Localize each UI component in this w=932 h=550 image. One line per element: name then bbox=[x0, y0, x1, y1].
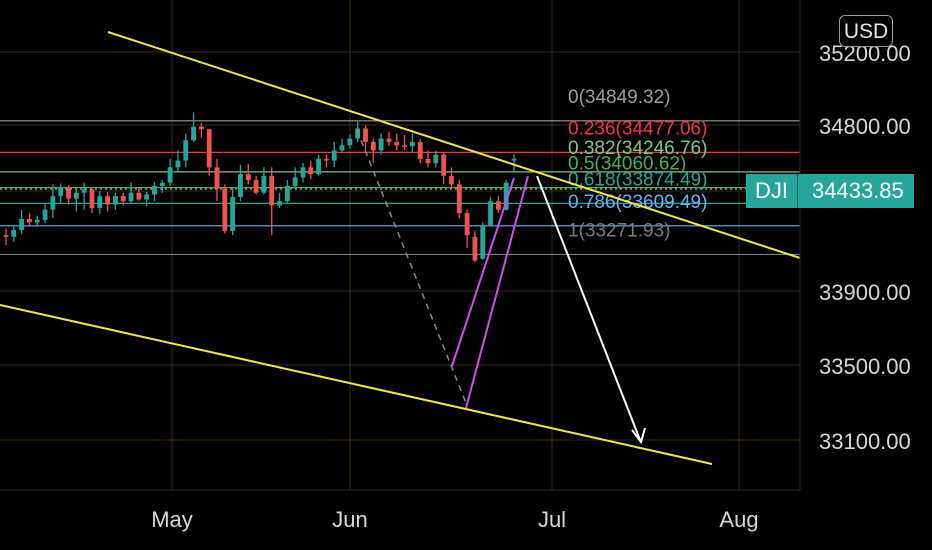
candle-body bbox=[152, 185, 157, 195]
x-tick-label: Jun bbox=[332, 507, 367, 532]
candlestick-series bbox=[3, 112, 517, 263]
candle-body bbox=[370, 141, 376, 151]
x-tick-label: Aug bbox=[719, 507, 758, 532]
candle-body bbox=[347, 138, 353, 146]
candle-body bbox=[284, 185, 290, 202]
candle-body bbox=[105, 196, 111, 205]
candle-body bbox=[120, 196, 126, 202]
candle-body bbox=[175, 160, 181, 168]
candle-body bbox=[495, 201, 501, 210]
fib-anchor-dashed-line[interactable] bbox=[356, 129, 467, 404]
candle-body bbox=[292, 177, 298, 186]
candle-body bbox=[222, 188, 228, 231]
candle-body bbox=[34, 219, 40, 223]
candle-body bbox=[112, 196, 118, 205]
candle-body bbox=[253, 180, 259, 193]
candle-body bbox=[409, 141, 415, 147]
fib-level-label: 0.382(34246.76) bbox=[568, 138, 707, 159]
candle-body bbox=[339, 145, 345, 151]
candle-body bbox=[19, 219, 25, 231]
x-tick-label: May bbox=[151, 507, 193, 532]
candle-body bbox=[214, 167, 220, 189]
lower-channel-line[interactable] bbox=[0, 304, 713, 465]
y-tick-label: 33100.00 bbox=[819, 429, 911, 454]
candle-body bbox=[206, 129, 212, 168]
candle-body bbox=[472, 236, 478, 261]
candle-body bbox=[191, 126, 196, 141]
candle-body bbox=[425, 158, 431, 164]
time-axis[interactable]: May Jun Jul Aug bbox=[151, 507, 758, 532]
projection-arrow[interactable] bbox=[536, 175, 641, 441]
candle-body bbox=[3, 235, 9, 237]
candle-body bbox=[363, 128, 368, 142]
candle-body bbox=[441, 154, 447, 176]
trend-drawings[interactable] bbox=[0, 31, 801, 465]
candle-body bbox=[144, 194, 150, 200]
candle-body bbox=[449, 175, 454, 185]
symbol-label: DJI bbox=[746, 174, 798, 208]
candle-body bbox=[488, 201, 493, 225]
candle-body bbox=[378, 138, 384, 151]
candle-body bbox=[511, 158, 517, 161]
fib-level-label: 0.618(33874.49) bbox=[568, 169, 707, 190]
candle-body bbox=[198, 126, 204, 130]
candle-body bbox=[73, 192, 79, 199]
last-price-badge: DJI 34433.85 bbox=[746, 174, 914, 208]
fib-level-label: 0.236(34477.06) bbox=[568, 118, 707, 139]
candle-body bbox=[402, 145, 408, 147]
candle-body bbox=[27, 219, 32, 223]
y-tick-label: 34800.00 bbox=[819, 114, 911, 139]
fib-level-label: 0.786(33609.49) bbox=[568, 192, 707, 213]
upper-channel-line[interactable] bbox=[107, 31, 801, 259]
y-tick-label: 33900.00 bbox=[819, 280, 911, 305]
candle-body bbox=[261, 175, 267, 193]
candle-body bbox=[136, 192, 142, 200]
candle-body bbox=[308, 167, 314, 175]
fib-level-label: 0(34849.32) bbox=[568, 87, 670, 108]
candle-body bbox=[245, 174, 251, 181]
currency-button[interactable]: USD bbox=[839, 15, 893, 47]
candle-body bbox=[97, 196, 103, 209]
projection-arrowhead bbox=[631, 427, 646, 445]
candle-body bbox=[183, 140, 189, 161]
candle-body bbox=[433, 154, 439, 164]
candle-body bbox=[300, 167, 306, 178]
candle-body bbox=[42, 209, 48, 220]
candle-body bbox=[159, 182, 165, 186]
candle-body bbox=[503, 182, 509, 210]
candle-body bbox=[386, 138, 392, 142]
candle-body bbox=[331, 150, 337, 161]
candle-body bbox=[89, 189, 95, 209]
fib-level-label: 0.5(34060.62) bbox=[568, 154, 686, 175]
flag-channel-left[interactable] bbox=[451, 177, 515, 367]
last-price-label: 34433.85 bbox=[798, 174, 914, 208]
x-tick-label: Jul bbox=[538, 507, 566, 532]
candle-body bbox=[81, 189, 87, 193]
fib-level-label: 1(33271.93) bbox=[568, 220, 670, 241]
fibonacci-retracement[interactable]: 0(34849.32) 0.236(34477.06)0.382(34246.76… bbox=[0, 87, 800, 256]
candle-body bbox=[394, 141, 400, 146]
candle-body bbox=[417, 141, 423, 159]
candle-body bbox=[464, 213, 470, 236]
candle-body bbox=[324, 158, 329, 161]
candle-body bbox=[316, 158, 322, 175]
candle-body bbox=[128, 192, 134, 202]
candle-body bbox=[58, 187, 64, 197]
candle-body bbox=[50, 196, 56, 210]
candle-body bbox=[269, 175, 275, 206]
grid-lines bbox=[0, 0, 800, 490]
candle-body bbox=[277, 201, 282, 206]
candle-body bbox=[456, 184, 462, 214]
candle-body bbox=[167, 167, 173, 183]
flag-channel-right[interactable] bbox=[465, 175, 529, 409]
candle-body bbox=[480, 224, 486, 259]
candle-body bbox=[11, 230, 17, 237]
candle-body bbox=[230, 196, 236, 231]
y-tick-label: 33500.00 bbox=[819, 354, 911, 379]
candle-body bbox=[238, 174, 243, 197]
candle-body bbox=[66, 187, 71, 199]
